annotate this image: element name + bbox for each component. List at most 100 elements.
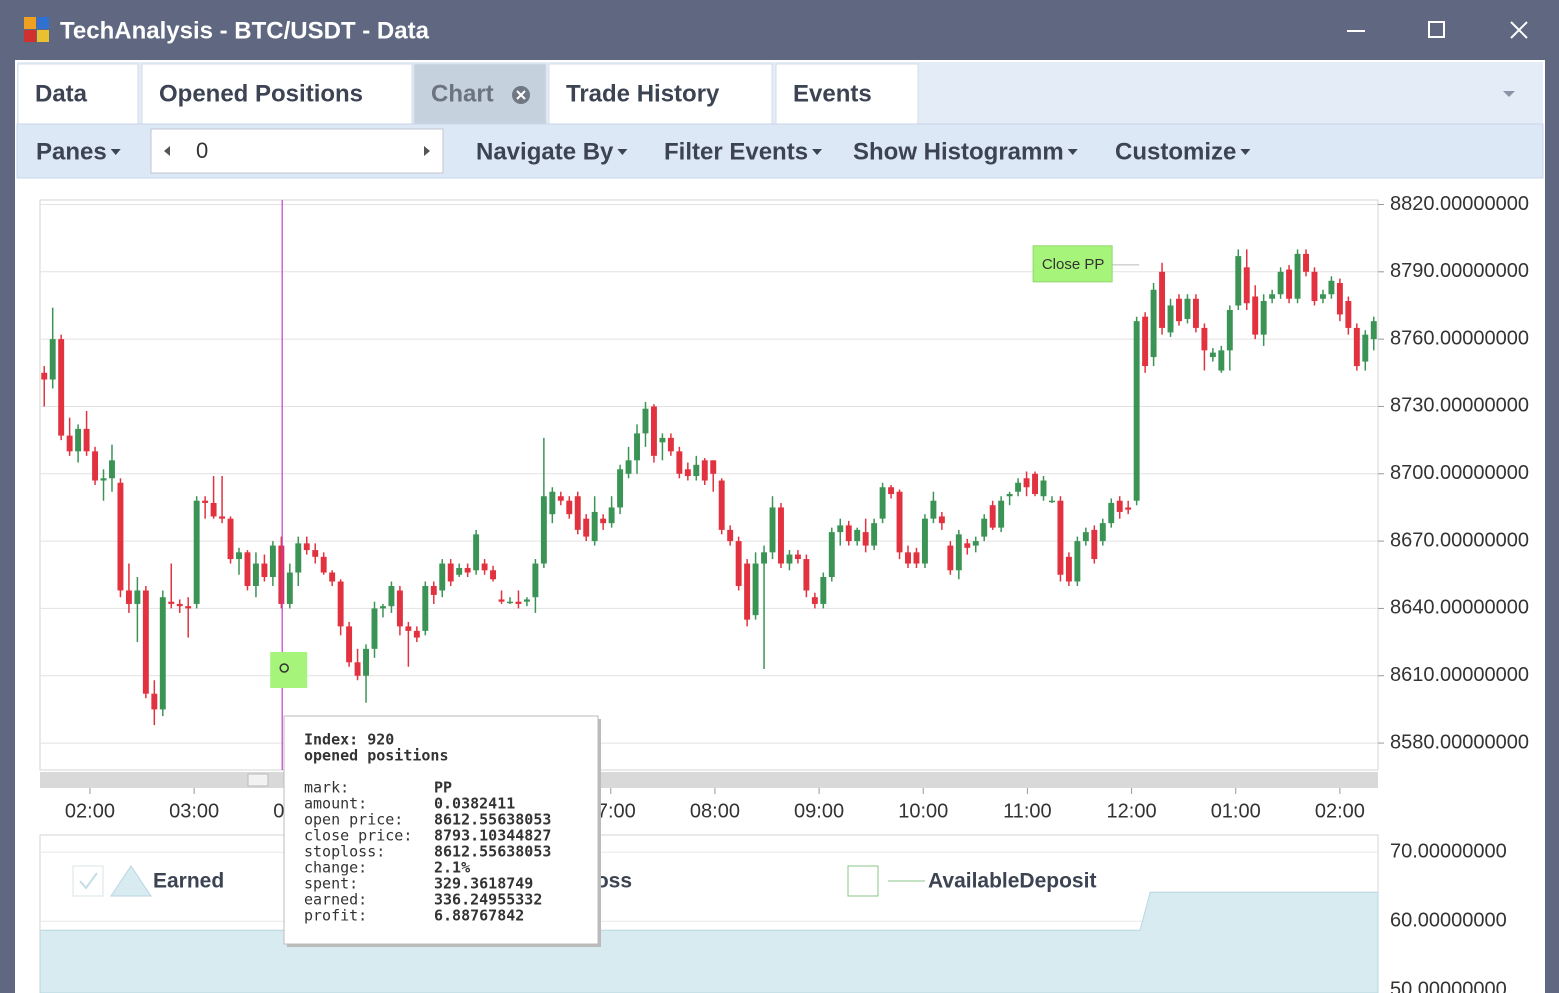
candle-body (210, 502, 217, 517)
candle-body (905, 552, 911, 564)
candle-body (549, 491, 556, 515)
tab[interactable] (548, 63, 773, 125)
y-tick-label: 70.00000000 (1390, 841, 1507, 863)
candle-body (481, 563, 488, 571)
spinner-left[interactable] (164, 146, 170, 156)
tab-overflow[interactable] (1503, 91, 1515, 97)
candle-body (981, 518, 988, 537)
scrollbar[interactable] (40, 772, 1378, 788)
x-tick-label: 02:00 (65, 800, 115, 822)
candle-body (1328, 280, 1335, 295)
candle-body (913, 552, 920, 564)
candle-body (142, 590, 149, 694)
candle-body (947, 545, 954, 571)
tooltip-value: 8612.55638053 (434, 843, 551, 861)
candle-body (405, 626, 412, 631)
candle-body (439, 563, 446, 591)
tooltip-value: 2.1% (434, 859, 470, 877)
spinner-right[interactable] (424, 146, 430, 156)
candle-body (1243, 267, 1250, 304)
spinner[interactable] (150, 128, 444, 174)
dropdown-caret (617, 149, 628, 155)
tooltip (283, 715, 599, 945)
maximize-button[interactable] (1428, 21, 1445, 38)
legend-label[interactable]: AvailableDeposit (928, 870, 1096, 893)
candle-body (1294, 253, 1301, 299)
close-button[interactable] (1510, 21, 1528, 39)
x-tick-label: 08:00 (690, 800, 740, 822)
candle-body (1023, 478, 1030, 488)
tab[interactable] (141, 63, 413, 125)
candle-body (430, 585, 437, 595)
y-tick-label: 50.00000000 (1390, 979, 1507, 993)
candle-body (532, 563, 539, 598)
candle-body (676, 451, 683, 474)
toolbar-menu[interactable]: Panes (36, 138, 107, 165)
tooltip-value: 8793.10344827 (434, 827, 551, 845)
candle-body (303, 543, 310, 551)
candle-body (1192, 298, 1199, 328)
candle-body (134, 590, 141, 604)
candle-body (363, 648, 369, 676)
y-tick-label: 8700.00000000 (1390, 462, 1529, 484)
candle-body (634, 433, 640, 461)
x-tick-label: 03:00 (169, 800, 219, 822)
candle-body (735, 541, 742, 586)
candle-body (1252, 296, 1259, 335)
candle-body (625, 460, 632, 474)
candle-body (312, 550, 319, 557)
legend-label[interactable]: Earned (153, 870, 224, 893)
scroll-thumb[interactable] (247, 773, 269, 787)
tooltip-value: 0.0382411 (434, 795, 515, 813)
candle-body (608, 507, 615, 524)
toolbar-menu[interactable]: Customize (1115, 138, 1236, 165)
tab-label: Data (35, 80, 88, 107)
candle-body (83, 428, 90, 452)
candle-body (727, 529, 734, 542)
candle-body (422, 585, 429, 631)
toolbar-menu[interactable]: Filter Events (664, 138, 808, 165)
candle-body (1167, 305, 1174, 333)
window-title: TechAnalysis - BTC/USDT - Data (60, 17, 430, 44)
candle-body (879, 487, 886, 519)
marker-label: Close PP (1042, 256, 1105, 273)
candle-body (1336, 283, 1343, 315)
app-icon (24, 17, 49, 42)
candle-body (600, 518, 607, 524)
candle-body (972, 541, 979, 546)
candle-body (1074, 541, 1081, 582)
candle-body (236, 552, 242, 560)
candle-body (1133, 321, 1140, 501)
candle-body (456, 568, 463, 575)
candle-body (693, 464, 700, 477)
y-tick-label: 8580.00000000 (1390, 731, 1529, 753)
candle-body (701, 460, 708, 481)
candle-body (329, 572, 336, 582)
marker[interactable] (1032, 245, 1113, 283)
tab[interactable] (17, 63, 139, 125)
tooltip-key: profit: (304, 907, 367, 925)
tooltip-key: spent: (304, 875, 358, 893)
candle-body (371, 608, 378, 649)
tab[interactable] (775, 63, 919, 125)
marker[interactable] (270, 652, 308, 689)
tooltip-key: close price: (304, 827, 412, 845)
candle-body (1082, 532, 1089, 542)
candle-body (92, 451, 99, 481)
candle-body (261, 563, 268, 578)
candle-body (998, 500, 1005, 528)
toolbar-menu[interactable]: Navigate By (476, 138, 614, 165)
candle-body (1303, 253, 1309, 272)
tab-label: Events (793, 80, 872, 107)
toolbar-menu[interactable]: Show Histogramm (853, 138, 1064, 165)
candle-body (1260, 300, 1267, 335)
legend-checkbox[interactable] (847, 865, 879, 897)
candle-body (1184, 298, 1191, 319)
legend-swatch (110, 865, 152, 897)
candle-body (219, 516, 226, 519)
x-tick-label: 12:00 (1107, 800, 1157, 822)
plot-area (39, 199, 1379, 771)
tab-close-x (516, 90, 526, 100)
legend-checkbox[interactable] (72, 865, 104, 897)
